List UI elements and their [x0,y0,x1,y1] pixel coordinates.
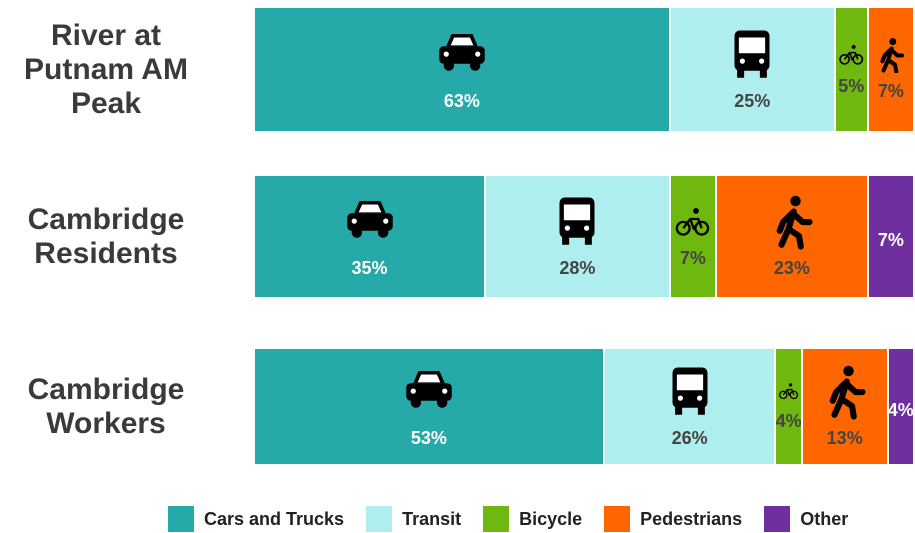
bar-segment: 4% [888,349,915,464]
mode-icon [734,30,770,78]
legend-label: Bicycle [519,508,583,529]
legend: Cars and Trucks Transit Bicycle Pedestrians… [168,506,870,532]
mode-icon [559,197,595,245]
category-label: River at Putnam AM Peak [24,18,188,120]
bar-segment: 26% [604,349,777,464]
legend-label: Pedestrians [640,508,743,529]
value-label: 63% [443,91,480,111]
bar-segment: 4% [776,349,803,464]
legend-item: Bicycle [483,506,582,532]
legend-swatch [604,506,631,532]
legend-item: Other [764,506,848,532]
value-label: 4% [888,400,914,420]
bar-segment: 63% [255,8,671,131]
bar-segment: 7% [670,176,717,297]
legend-item: Pedestrians [604,506,742,532]
mode-icon [839,44,864,65]
mode-icon [779,383,799,400]
bar-segment: 5% [835,8,869,131]
legend-swatch [764,506,791,532]
value-label: 26% [671,428,708,448]
mode-icon [672,367,708,415]
legend-label: Cars and Trucks [204,508,345,529]
mode-icon [829,365,866,420]
legend-swatch [366,506,393,532]
value-label: 13% [826,428,863,448]
bar-segment: 7% [868,176,915,297]
legend-swatch [483,506,510,532]
category-label: Cambridge Residents [27,202,185,270]
value-label: 35% [351,258,388,278]
mode-icon [406,371,452,408]
legend-item: Cars and Trucks [168,506,344,532]
mode-icon [880,37,905,74]
value-label: 7% [877,81,904,102]
mode-icon [346,201,393,238]
legend-item: Transit [366,506,461,532]
value-label: 53% [410,428,447,448]
bar-segment: 7% [868,8,915,131]
value-label: 23% [773,258,810,278]
mode-icon [676,207,710,236]
value-label: 28% [559,258,596,278]
value-label: 4% [776,410,802,431]
bar-segment: 23% [717,176,869,297]
bar-segment: 13% [802,349,889,464]
bar-segment: 28% [486,176,671,297]
bar-segment: 35% [255,176,486,297]
bar-segment: 25% [670,8,836,131]
legend-label: Other [800,508,849,529]
bar-segment: 53% [255,349,605,464]
value-label: 7% [679,248,706,269]
legend-label: Transit [402,508,462,529]
value-label: 5% [838,76,865,97]
value-label: 25% [734,91,771,111]
mode-icon [776,195,813,250]
category-label: Cambridge Workers [27,372,185,440]
legend-swatch [168,506,194,532]
mode-icon [439,34,485,71]
value-label: 7% [877,230,904,250]
